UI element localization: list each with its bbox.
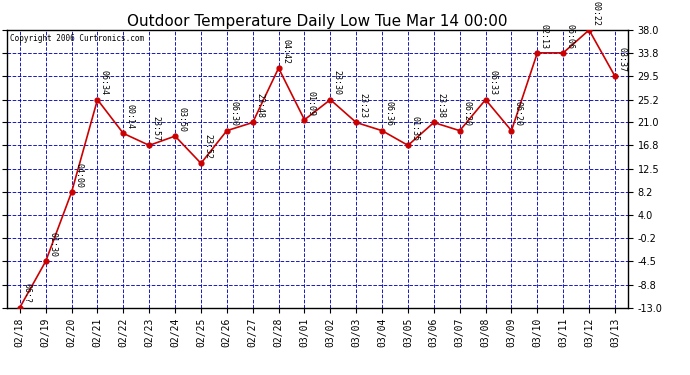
Text: 06:36: 06:36: [384, 102, 393, 126]
Title: Outdoor Temperature Daily Low Tue Mar 14 00:00: Outdoor Temperature Daily Low Tue Mar 14…: [127, 14, 508, 29]
Text: 03:37: 03:37: [618, 47, 627, 72]
Point: [558, 50, 569, 56]
Text: 00:14: 00:14: [126, 104, 135, 129]
Text: 01:30: 01:30: [48, 232, 57, 257]
Point: [221, 128, 233, 134]
Text: 23:38: 23:38: [436, 93, 445, 118]
Text: 06:20: 06:20: [514, 102, 523, 126]
Text: 23:52: 23:52: [204, 134, 213, 159]
Text: 03:50: 03:50: [177, 107, 186, 132]
Point: [325, 97, 336, 103]
Point: [144, 142, 155, 148]
Text: 06:30: 06:30: [229, 102, 238, 126]
Point: [273, 65, 284, 71]
Text: 23:30: 23:30: [333, 70, 342, 96]
Point: [584, 27, 595, 33]
Text: 06:34: 06:34: [100, 70, 109, 96]
Point: [66, 189, 77, 195]
Point: [247, 120, 258, 126]
Text: 23:48: 23:48: [255, 93, 264, 118]
Point: [351, 120, 362, 126]
Text: 23:57: 23:57: [152, 116, 161, 141]
Text: 06:?: 06:?: [22, 284, 31, 303]
Point: [195, 160, 206, 166]
Text: 04:00: 04:00: [74, 163, 83, 188]
Point: [506, 128, 517, 134]
Text: 02:13: 02:13: [540, 24, 549, 49]
Point: [92, 97, 103, 103]
Text: 01:35: 01:35: [411, 116, 420, 141]
Point: [428, 120, 440, 126]
Text: 06:20: 06:20: [462, 102, 471, 126]
Point: [299, 117, 310, 123]
Point: [118, 130, 129, 136]
Point: [454, 128, 465, 134]
Text: 23:23: 23:23: [359, 93, 368, 118]
Text: 06:33: 06:33: [488, 70, 497, 96]
Text: Copyright 2006 Curtronics.com: Copyright 2006 Curtronics.com: [10, 34, 144, 43]
Point: [402, 142, 413, 148]
Point: [609, 73, 620, 79]
Point: [14, 304, 26, 310]
Text: 00:22: 00:22: [591, 1, 600, 26]
Point: [40, 258, 51, 264]
Point: [170, 133, 181, 139]
Point: [532, 50, 543, 56]
Text: 04:42: 04:42: [281, 39, 290, 64]
Text: 01:09: 01:09: [307, 91, 316, 116]
Text: 06:06: 06:06: [566, 24, 575, 49]
Point: [377, 128, 388, 134]
Point: [480, 97, 491, 103]
